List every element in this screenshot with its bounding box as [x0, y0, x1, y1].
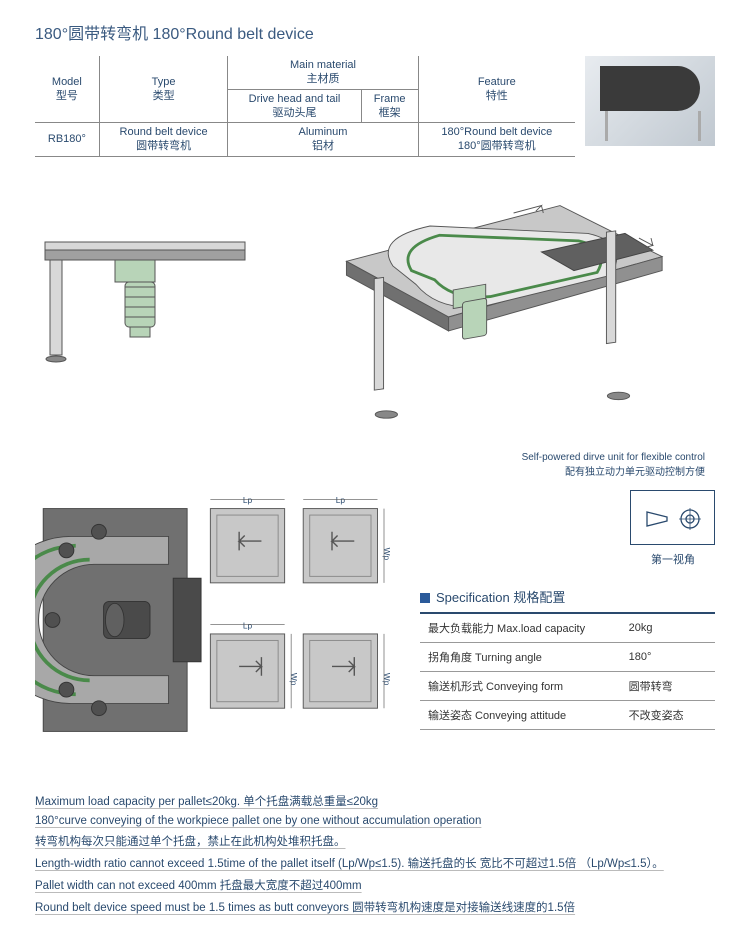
spec-row: 输送机形式 Conveying form圆带转弯 [420, 671, 715, 700]
td-feature: 180°Round belt device 180°圆带转弯机 [418, 123, 575, 157]
page-title: 180°圆带转弯机 180°Round belt device [35, 20, 715, 44]
lower-section: Lp Lp Wp Lp Wp Wp 第一视角 Specification 规格配… [35, 490, 715, 753]
th-material: Main material 主材质 [228, 56, 418, 89]
notes-section: Maximum load capacity per pallet≤20kg. 单… [35, 793, 715, 915]
svg-text:Wp: Wp [382, 673, 392, 686]
isometric-drawing [275, 187, 715, 447]
pallet-bot-left [210, 634, 284, 708]
td-type: Round belt device 圆带转弯机 [99, 123, 228, 157]
svg-text:Lp: Lp [243, 620, 253, 630]
square-bullet-icon [420, 593, 430, 603]
th-feature: Feature 特性 [418, 56, 575, 123]
first-angle-label: 第一视角 [420, 551, 715, 567]
header-row: Model 型号 Type 类型 Main material 主材质 Featu… [35, 56, 715, 157]
iso-caption: Self-powered dirve unit for flexible con… [35, 452, 715, 478]
th-type: Type 类型 [99, 56, 228, 123]
side-elevation-drawing [35, 187, 255, 367]
pallet-top-right [303, 508, 377, 582]
note-line: 180°curve conveying of the workpiece pal… [35, 815, 715, 827]
svg-text:Wp: Wp [289, 673, 299, 686]
spec-row: 最大负载能力 Max.load capacity20kg [420, 613, 715, 643]
note-line: Pallet width can not exceed 400mm 托盘最大宽度… [35, 877, 715, 893]
pallet-bot-right [303, 634, 377, 708]
main-spec-table: Model 型号 Type 类型 Main material 主材质 Featu… [35, 56, 575, 157]
first-angle-symbol [630, 490, 715, 545]
note-line: Maximum load capacity per pallet≤20kg. 单… [35, 793, 715, 809]
svg-text:Lp: Lp [336, 495, 346, 505]
note-line: 转弯机构每次只能通过单个托盘，禁止在此机构处堆积托盘。 [35, 833, 715, 849]
right-column: 第一视角 Specification 规格配置 最大负载能力 Max.load … [420, 490, 715, 730]
th-model: Model 型号 [35, 56, 99, 123]
td-material: Aluminum 铝材 [228, 123, 418, 157]
spec-heading: Specification 规格配置 [420, 587, 715, 606]
pallet-top-left [210, 508, 284, 582]
note-line: Length-width ratio cannot exceed 1.5time… [35, 855, 715, 871]
svg-text:Lp: Lp [243, 495, 253, 505]
svg-text:Wp: Wp [382, 547, 392, 560]
td-model: RB180° [35, 123, 99, 157]
spec-row: 拐角角度 Turning angle180° [420, 642, 715, 671]
th-drive: Drive head and tail 驱动头尾 [228, 89, 361, 123]
product-thumbnail [585, 56, 715, 146]
plan-view-drawing: Lp Lp Wp Lp Wp Wp [35, 490, 395, 753]
drawings-mid [35, 187, 715, 447]
th-frame: Frame 框架 [361, 89, 418, 123]
note-line: Round belt device speed must be 1.5 time… [35, 899, 715, 915]
spec-table: 最大负载能力 Max.load capacity20kg 拐角角度 Turnin… [420, 612, 715, 730]
spec-row: 输送姿态 Conveying attitude不改变姿态 [420, 700, 715, 729]
